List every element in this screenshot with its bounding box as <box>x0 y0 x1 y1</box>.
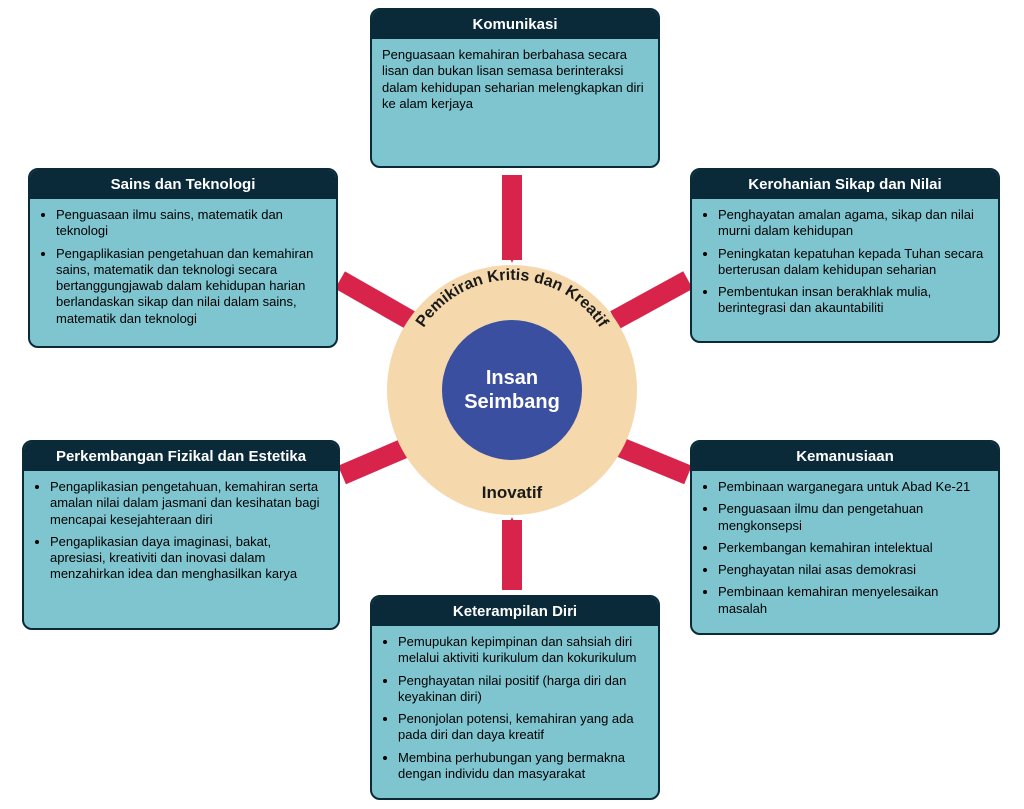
box-bullet: Pembinaan kemahiran menyelesaikan masala… <box>718 584 988 617</box>
box-bullet: Pembinaan warganegara untuk Abad Ke-21 <box>718 479 988 495</box>
box-bullet: Penghayatan nilai positif (harga diri da… <box>398 673 648 706</box>
box-fizikal: Perkembangan Fizikal dan Estetika Pengapl… <box>22 440 340 630</box>
box-komunikasi: Komunikasi Penguasaan kemahiran berbahasa… <box>370 8 660 168</box>
box-title: Komunikasi <box>372 10 658 39</box>
inner-text-line2: Seimbang <box>464 391 560 413</box>
box-sains: Sains dan Teknologi Penguasaan ilmu sains… <box>28 168 338 348</box>
box-bullet: Penonjolan potensi, kemahiran yang ada p… <box>398 711 648 744</box>
box-title: Perkembangan Fizikal dan Estetika <box>24 442 338 471</box>
box-title: Keterampilan Diri <box>372 597 658 626</box>
box-bullet: Penghayatan nilai asas demokrasi <box>718 562 988 578</box>
box-body: Pemupukan kepimpinan dan sahsiah diri me… <box>372 626 658 798</box>
box-bullet: Penghayatan amalan agama, sikap dan nila… <box>718 207 988 240</box>
box-body: Penguasaan ilmu sains, matematik dan tek… <box>30 199 336 343</box>
box-bullet-list: Pengaplikasian pengetahuan, kemahiran se… <box>34 479 328 583</box>
box-body: Penguasaan kemahiran berbahasa secara li… <box>372 39 658 122</box>
box-bullet-list: Pembinaan warganegara untuk Abad Ke-21 Pe… <box>702 479 988 617</box>
box-bullet: Pemupukan kepimpinan dan sahsiah diri me… <box>398 634 648 667</box>
box-body: Pembinaan warganegara untuk Abad Ke-21 Pe… <box>692 471 998 633</box>
box-bullet: Penguasaan ilmu sains, matematik dan tek… <box>56 207 326 240</box>
center-circle: Pemikiran Kritis dan Kreatif Insan Seimb… <box>387 265 637 515</box>
box-kerohanian: Kerohanian Sikap dan Nilai Penghayatan am… <box>690 168 1000 343</box>
box-title: Kerohanian Sikap dan Nilai <box>692 170 998 199</box>
box-bullet: Pembentukan insan berakhlak mulia, berin… <box>718 284 988 317</box>
box-bullet-list: Penghayatan amalan agama, sikap dan nila… <box>702 207 988 317</box>
box-bullet: Pengaplikasian daya imaginasi, bakat, ap… <box>50 534 328 583</box>
box-paragraph: Penguasaan kemahiran berbahasa secara li… <box>382 47 648 112</box>
box-bullet: Perkembangan kemahiran intelektual <box>718 540 988 556</box>
box-title: Kemanusiaan <box>692 442 998 471</box>
box-bullet: Pengaplikasian pengetahuan, kemahiran se… <box>50 479 328 528</box>
box-bullet: Peningkatan kepatuhan kepada Tuhan secar… <box>718 246 988 279</box>
box-bullet: Pengaplikasian pengetahuan dan kemahiran… <box>56 246 326 327</box>
diagram-canvas: Pemikiran Kritis dan Kreatif Insan Seimb… <box>0 0 1024 809</box>
inner-circle: Insan Seimbang <box>442 320 582 460</box>
box-bullet-list: Pemupukan kepimpinan dan sahsiah diri me… <box>382 634 648 782</box>
outer-ring: Pemikiran Kritis dan Kreatif Insan Seimb… <box>387 265 637 515</box>
box-keterampilan: Keterampilan Diri Pemupukan kepimpinan da… <box>370 595 660 800</box>
inner-text-line1: Insan <box>486 367 538 389</box>
box-bullet: Membina perhubungan yang bermakna dengan… <box>398 750 648 783</box>
box-bullet: Penguasaan ilmu dan pengetahuan mengkons… <box>718 501 988 534</box>
ring-bottom-word: Inovatif <box>482 483 542 503</box>
box-kemanusiaan: Kemanusiaan Pembinaan warganegara untuk A… <box>690 440 1000 635</box>
box-bullet-list: Penguasaan ilmu sains, matematik dan tek… <box>40 207 326 327</box>
box-body: Penghayatan amalan agama, sikap dan nila… <box>692 199 998 333</box>
box-body: Pengaplikasian pengetahuan, kemahiran se… <box>24 471 338 599</box>
box-title: Sains dan Teknologi <box>30 170 336 199</box>
